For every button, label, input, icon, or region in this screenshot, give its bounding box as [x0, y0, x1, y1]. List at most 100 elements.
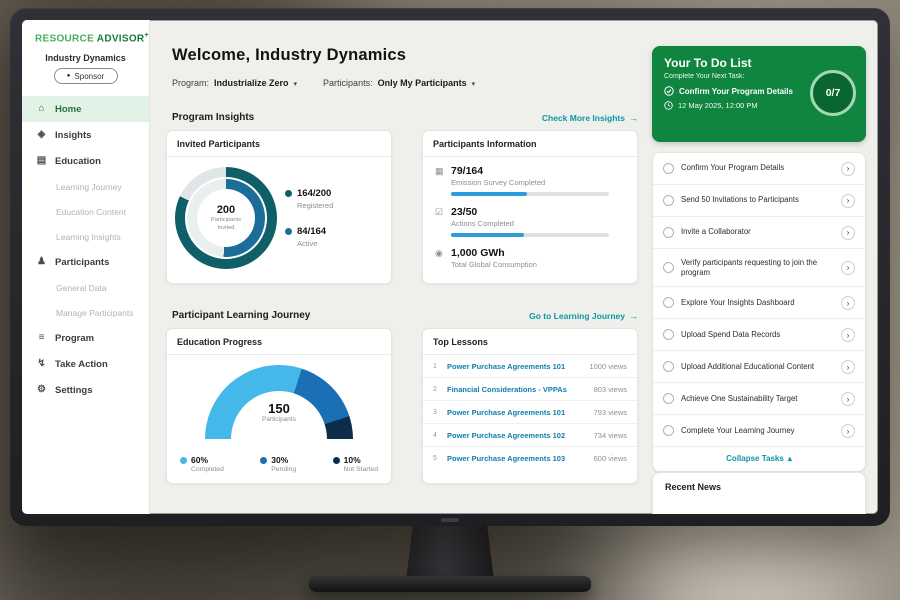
logo-plus: + [144, 32, 149, 39]
task-chevron-icon[interactable]: › [841, 260, 855, 275]
task-checkbox[interactable] [663, 227, 674, 238]
sidebar: RESOURCE ADVISOR+ Industry Dynamics ● Sp… [22, 20, 150, 514]
todo-task[interactable]: Upload Spend Data Records › [653, 319, 865, 352]
lesson-row[interactable]: 5 Power Purchase Agreements 103 600 view… [423, 447, 637, 469]
todo-hero-card: Your To Do List Complete Your Next Task:… [652, 46, 866, 142]
lesson-row[interactable]: 2 Financial Considerations - VPPAs 803 v… [423, 378, 637, 401]
gauge-center-value: 150 [268, 401, 290, 416]
sidebar-item-manage-participants[interactable]: Manage Participants [22, 300, 149, 325]
lesson-title-link[interactable]: Power Purchase Agreements 101 [447, 361, 566, 371]
recent-news-card[interactable]: Recent News [652, 472, 866, 514]
legend-item-not-started: 10% Not Started [332, 455, 378, 473]
task-checkbox[interactable] [663, 361, 674, 373]
card-title: Top Lessons [423, 329, 637, 355]
todo-task[interactable]: Achieve One Sustainability Target › [653, 383, 865, 416]
sidebar-item-participants[interactable]: ♟ Participants [22, 249, 149, 275]
sidebar-item-label: Program [55, 332, 95, 344]
task-checkbox[interactable] [663, 393, 674, 405]
lesson-row[interactable]: 1 Power Purchase Agreements 101 1000 vie… [423, 355, 637, 378]
lesson-row[interactable]: 4 Power Purchase Agreements 102 734 view… [423, 424, 637, 447]
lesson-title-link[interactable]: Power Purchase Agreements 102 [447, 430, 566, 440]
monitor-brand-logo [441, 518, 459, 522]
lesson-views: 803 views [593, 384, 627, 394]
todo-task[interactable]: Explore Your Insights Dashboard › [653, 287, 865, 320]
recent-news-title: Recent News [665, 482, 722, 492]
participant-stat: ◉ 1,000 GWh Total Global Consumption [435, 247, 625, 269]
task-chevron-icon[interactable]: › [841, 327, 855, 342]
legend-value: 60% [191, 455, 209, 465]
sidebar-item-education[interactable]: ▤ Education [22, 148, 149, 174]
arrow-right-icon: → [629, 310, 638, 321]
collapse-tasks-button[interactable]: Collapse Tasks ▴ [653, 447, 865, 471]
lesson-title-link[interactable]: Power Purchase Agreements 103 [447, 453, 566, 463]
todo-task[interactable]: Confirm Your Program Details › [653, 153, 865, 185]
lesson-row[interactable]: 3 Power Purchase Agreements 101 793 view… [423, 401, 637, 424]
lesson-title-link[interactable]: Power Purchase Agreements 101 [447, 407, 566, 417]
legend-dot [285, 190, 292, 197]
task-checkbox[interactable] [663, 297, 674, 309]
task-chevron-icon[interactable]: › [841, 161, 855, 176]
task-chevron-icon[interactable]: › [841, 193, 855, 208]
lesson-views: 734 views [593, 430, 627, 440]
legend-item-active: 84/164 Active [285, 226, 333, 248]
task-checkbox[interactable] [663, 329, 674, 341]
lesson-title-link[interactable]: Financial Considerations - VPPAs [447, 384, 567, 394]
task-chevron-icon[interactable]: › [841, 359, 855, 374]
task-checkbox[interactable] [663, 163, 674, 174]
sidebar-item-settings[interactable]: ⚙ Settings [22, 377, 149, 403]
task-checkbox[interactable] [663, 262, 674, 274]
sidebar-item-education-content[interactable]: Education Content [22, 199, 149, 224]
check-more-insights-link[interactable]: Check More Insights → [542, 113, 638, 123]
participants-icon: ♟ [37, 256, 46, 268]
sidebar-item-learning-journey[interactable]: Learning Journey [22, 174, 149, 199]
card-title: Education Progress [167, 329, 391, 355]
go-to-learning-journey-link[interactable]: Go to Learning Journey → [529, 311, 638, 321]
invited-participants-card: Invited Participants 200 Participants In… [166, 130, 392, 284]
legend-dot [260, 456, 268, 464]
participants-information-card: Participants Information ▦ 79/164 Emissi… [422, 130, 638, 284]
task-chevron-icon[interactable]: › [841, 295, 855, 310]
legend-label: Pending [271, 466, 297, 473]
program-filter-dropdown[interactable]: Program: Industrialize Zero ▾ [172, 78, 297, 88]
todo-task[interactable]: Upload Additional Educational Content › [653, 351, 865, 384]
legend-dot [180, 456, 187, 464]
sidebar-item-general-data[interactable]: General Data [22, 275, 149, 300]
lesson-rank: 5 [433, 454, 437, 462]
lesson-views: 1000 views [589, 361, 627, 371]
sponsor-badge[interactable]: ● Sponsor [53, 68, 118, 85]
legend-item-pending: 30% Pending [260, 455, 296, 473]
sponsor-label: Sponsor [74, 71, 105, 81]
task-label: Upload Additional Educational Content [681, 361, 815, 371]
task-checkbox[interactable] [663, 195, 674, 206]
lesson-rank: 3 [433, 408, 437, 416]
task-chevron-icon[interactable]: › [841, 423, 855, 438]
main-content: Welcome, Industry Dynamics Program: Indu… [150, 20, 650, 514]
sidebar-item-label: Settings [55, 384, 93, 396]
sidebar-item-label: Home [55, 103, 82, 115]
task-chevron-icon[interactable]: › [841, 391, 855, 406]
sidebar-item-take-action[interactable]: ↯ Take Action [22, 351, 149, 377]
sidebar-item-home[interactable]: ⌂ Home [22, 96, 149, 123]
task-chevron-icon[interactable]: › [841, 225, 855, 240]
sidebar-item-program[interactable]: ≡ Program [22, 325, 149, 351]
todo-task[interactable]: Send 50 Invitations to Participants › [653, 185, 865, 217]
org-name: Industry Dynamics [45, 53, 126, 64]
sidebar-item-learning-insights[interactable]: Learning Insights [22, 224, 149, 249]
legend-label: Active [297, 239, 318, 248]
todo-task[interactable]: Invite a Collaborator › [653, 217, 865, 249]
task-label: Achieve One Sustainability Target [681, 393, 798, 403]
todo-task[interactable]: Verify participants requesting to join t… [653, 249, 865, 288]
sidebar-item-insights[interactable]: ◈ Insights [22, 122, 149, 148]
lesson-views: 600 views [593, 453, 627, 463]
participants-filter-label: Participants: [323, 78, 373, 88]
legend-value: 10% [343, 455, 361, 465]
todo-next-task[interactable]: Confirm Your Program Details [652, 80, 812, 96]
task-label: Upload Spend Data Records [681, 329, 781, 339]
participant-stat: ☑ 23/50 Actions Completed [435, 206, 625, 237]
todo-task[interactable]: Complete Your Learning Journey › [653, 415, 865, 448]
task-checkbox[interactable] [663, 425, 674, 437]
legend-label: Registered [297, 201, 334, 210]
participants-filter-dropdown[interactable]: Participants: Only My Participants ▾ [323, 78, 475, 88]
todo-progress-ring: 0/7 [810, 70, 856, 116]
